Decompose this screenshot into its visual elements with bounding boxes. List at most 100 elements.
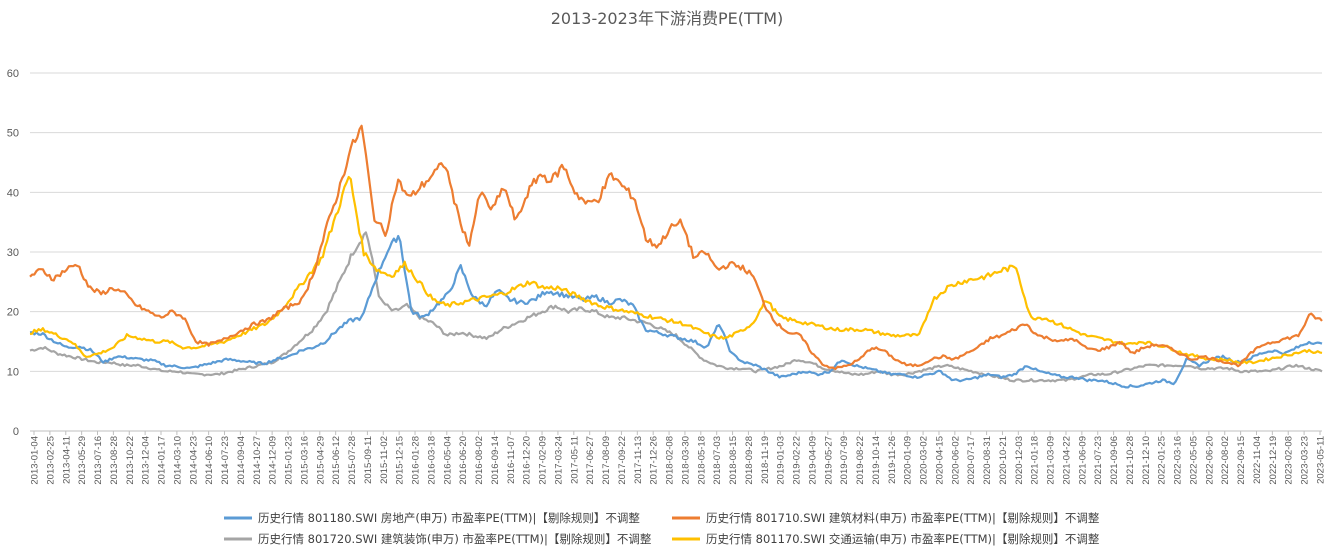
x-tick-label: 2016-03-18	[426, 436, 437, 485]
gridlines	[30, 72, 1322, 432]
x-tick-label: 2017-09-22	[617, 436, 628, 485]
x-tick-label: 2020-12-03	[1014, 436, 1025, 485]
x-tick-label: 2016-06-20	[458, 436, 469, 485]
y-tick-label: 20	[7, 307, 19, 319]
series-line	[29, 175, 1323, 365]
legend-label: 历史行情 801710.SWI 建筑材料(申万) 市盈率PE(TTM)|【剔除规…	[706, 511, 1100, 525]
x-tick-label: 2023-05-11	[1316, 436, 1327, 484]
x-tick-label: 2014-03-10	[172, 436, 183, 485]
x-tick-label: 2018-03-30	[680, 436, 691, 485]
x-tick-label: 2019-02-22	[792, 436, 803, 485]
x-tick-label: 2017-12-26	[649, 436, 660, 485]
legend-item: 历史行情 801710.SWI 建筑材料(申万) 市盈率PE(TTM)|【剔除规…	[672, 511, 1100, 525]
x-tick-label: 2013-10-22	[125, 436, 136, 485]
y-tick-label: 0	[13, 426, 19, 438]
x-tick-label: 2021-07-23	[1093, 436, 1104, 485]
x-tick-label: 2017-02-09	[538, 436, 549, 485]
x-tick-label: 2023-03-23	[1300, 436, 1311, 485]
y-tick-label: 10	[7, 366, 19, 378]
x-tick-label: 2022-09-15	[1236, 436, 1247, 485]
x-tick-label: 2017-06-27	[585, 436, 596, 485]
x-tick-label: 2021-12-10	[1141, 436, 1152, 485]
chart-title: 2013-2023年下游消费PE(TTM)	[551, 9, 784, 28]
x-tick-label: 2020-08-31	[982, 436, 993, 485]
x-tick-label: 2020-01-09	[903, 436, 914, 485]
x-tick-label: 2015-12-15	[395, 436, 406, 485]
x-tick-label: 2018-08-15	[728, 436, 739, 485]
x-tick-label: 2021-04-22	[1061, 436, 1072, 485]
x-tick-label: 2021-03-09	[1046, 436, 1057, 485]
x-tick-label: 2019-01-03	[776, 436, 787, 485]
x-tick-label: 2023-02-08	[1284, 436, 1295, 485]
x-tick-label: 2015-07-28	[347, 436, 358, 485]
x-tick-label: 2022-11-04	[1252, 436, 1263, 484]
x-tick-label: 2016-11-07	[506, 436, 517, 484]
x-tick-label: 2019-05-27	[823, 436, 834, 485]
x-tick-label: 2016-05-04	[442, 436, 453, 485]
y-axis-tick-labels: 0 10 20 30 40 50 60	[7, 68, 19, 438]
series-line	[29, 124, 1323, 371]
x-axis: 2013-01-04 2013-02-25 2013-04-11 2013-05-29…	[30, 431, 1327, 485]
x-tick-label: 2016-12-20	[522, 436, 533, 485]
x-tick-label: 2016-08-02	[474, 436, 485, 485]
legend-label: 历史行情 801170.SWI 交通运输(申万) 市盈率PE(TTM)|【剔除规…	[706, 532, 1100, 546]
series-line	[29, 231, 1323, 383]
x-tick-label: 2022-12-19	[1268, 436, 1279, 485]
y-tick-label: 50	[7, 128, 19, 140]
x-tick-label: 2013-05-29	[77, 436, 88, 485]
legend-label: 历史行情 801180.SWI 房地产(申万) 市盈率PE(TTM)|【剔除规则…	[258, 511, 640, 525]
x-tick-label: 2018-11-19	[760, 436, 771, 484]
x-tick-label: 2013-12-04	[141, 436, 152, 485]
x-tick-label: 2014-12-09	[268, 436, 279, 485]
x-tick-label: 2014-07-23	[220, 436, 231, 485]
x-tick-label: 2019-07-09	[839, 436, 850, 485]
x-tick-label: 2018-07-03	[712, 436, 723, 485]
x-tick-label: 2015-06-12	[331, 436, 342, 485]
x-tick-label: 2013-04-11	[61, 436, 72, 484]
x-tick-label: 2020-06-02	[950, 436, 961, 485]
x-tick-label: 2015-01-23	[284, 436, 295, 485]
x-tick-label: 2014-09-04	[236, 436, 247, 485]
x-tick-label: 2018-05-18	[696, 436, 707, 485]
legend-item: 历史行情 801180.SWI 房地产(申万) 市盈率PE(TTM)|【剔除规则…	[224, 511, 640, 525]
x-tick-label: 2022-08-02	[1220, 436, 1231, 485]
x-tick-label: 2021-01-18	[1030, 436, 1041, 485]
x-tick-label: 2013-01-04	[30, 436, 41, 485]
x-tick-label: 2020-10-21	[998, 436, 1009, 485]
x-tick-label: 2015-11-02	[379, 436, 390, 484]
x-tick-label: 2016-09-14	[490, 436, 501, 485]
x-tick-label: 2020-04-15	[934, 436, 945, 485]
x-tick-label: 2019-08-22	[855, 436, 866, 485]
x-tick-label: 2019-11-26	[887, 436, 898, 484]
x-tick-label: 2022-05-05	[1188, 436, 1199, 485]
x-tick-label: 2021-09-06	[1109, 436, 1120, 485]
legend-item: 历史行情 801170.SWI 交通运输(申万) 市盈率PE(TTM)|【剔除规…	[672, 532, 1100, 546]
x-tick-label: 2015-09-11	[363, 436, 374, 484]
x-tick-label: 2014-06-10	[204, 436, 215, 485]
x-tick-label: 2022-01-25	[1157, 436, 1168, 485]
legend: 历史行情 801180.SWI 房地产(申万) 市盈率PE(TTM)|【剔除规则…	[224, 511, 1100, 546]
x-tick-label: 2022-06-20	[1204, 436, 1215, 485]
x-tick-label: 2013-08-28	[109, 436, 120, 485]
x-tick-label: 2021-10-28	[1125, 436, 1136, 485]
x-tick-label: 2013-07-16	[93, 436, 104, 485]
y-tick-label: 30	[7, 247, 19, 259]
x-tick-label: 2017-05-11	[569, 436, 580, 484]
x-tick-label: 2021-06-09	[1077, 436, 1088, 485]
x-tick-label: 2019-10-14	[871, 436, 882, 485]
series-lines	[29, 124, 1323, 389]
x-tick-label: 2020-07-17	[966, 436, 977, 485]
y-tick-label: 60	[7, 68, 19, 80]
y-tick-label: 40	[7, 187, 19, 199]
x-tick-label: 2017-03-24	[553, 436, 564, 485]
x-tick-label: 2015-03-16	[299, 436, 310, 485]
x-tick-label: 2016-01-28	[411, 436, 422, 485]
x-tick-label: 2017-11-13	[633, 436, 644, 484]
x-tick-label: 2014-01-17	[157, 436, 168, 485]
x-tick-label: 2017-08-09	[601, 436, 612, 485]
series-line	[29, 234, 1323, 389]
x-tick-label: 2018-09-28	[744, 436, 755, 485]
legend-label: 历史行情 801720.SWI 建筑装饰(申万) 市盈率PE(TTM)|【剔除规…	[258, 532, 652, 546]
x-tick-label: 2013-02-25	[45, 436, 56, 485]
